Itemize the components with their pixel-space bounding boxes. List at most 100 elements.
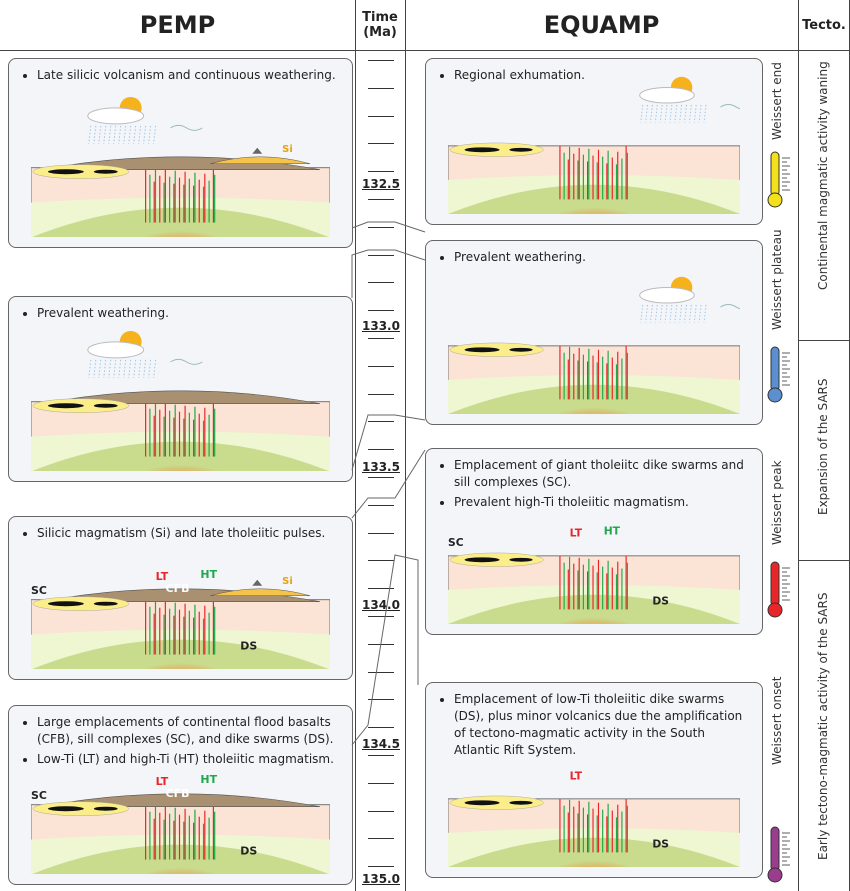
geologic-cross-section: LT DS	[447, 769, 741, 891]
rain	[684, 104, 687, 123]
rain	[98, 125, 102, 144]
bullet-list: Late silicic volcanism and continuous we…	[9, 67, 352, 84]
bullet-list: Prevalent weathering.	[426, 249, 762, 266]
time-tick	[368, 838, 394, 840]
geologic-cross-section	[447, 76, 752, 249]
equamp-header: EQUAMP	[405, 0, 798, 51]
sc-label: SC	[31, 583, 47, 596]
divider	[355, 0, 356, 891]
rain	[679, 104, 683, 123]
rain	[123, 125, 127, 144]
rain	[148, 125, 152, 144]
bullet: Large emplacements of continental flood …	[37, 714, 342, 748]
rain	[103, 359, 107, 378]
rain	[153, 359, 157, 378]
rain	[645, 304, 649, 323]
divider	[405, 0, 406, 891]
lt-label: LT	[156, 774, 169, 787]
cfb-label: CFB	[166, 786, 190, 799]
bullet-list: Large emplacements of continental flood …	[9, 714, 352, 768]
rain	[674, 104, 678, 123]
time-label: 135.0	[362, 872, 400, 886]
time-label: 132.5	[362, 177, 400, 191]
divider	[798, 560, 850, 561]
equamp-panel: Emplacement of low-Ti tholeiitic dike sw…	[425, 682, 763, 891]
thermometer-icon	[767, 151, 790, 208]
sill-lens	[464, 347, 500, 353]
rain	[649, 104, 653, 123]
bullet: Prevalent weathering.	[37, 305, 342, 322]
time-header: Time (Ma)	[355, 0, 405, 51]
rain	[669, 304, 673, 323]
cloud-icon	[87, 106, 145, 124]
time-tick	[368, 115, 394, 117]
rain	[108, 359, 112, 378]
thermometer-icon	[767, 561, 790, 618]
pemp-panel: Late silicic volcanism and continuous we…	[8, 58, 353, 272]
geologic-cross-section: SC LT HT CFB DS	[30, 772, 331, 891]
silicic-volcanics	[210, 156, 311, 164]
pemp-header: PEMP	[0, 0, 355, 51]
rain	[640, 104, 644, 123]
rain	[679, 304, 683, 323]
lt-label: LT	[570, 526, 583, 539]
time-tick	[368, 60, 394, 61]
rain	[688, 304, 692, 323]
time-tick	[368, 755, 394, 756]
time-tick	[368, 393, 394, 395]
time-tick	[368, 421, 394, 423]
weather-icon	[87, 330, 203, 378]
volcano-icon	[252, 147, 263, 154]
ht-label: HT	[200, 772, 217, 785]
time-label: 133.5	[362, 460, 400, 474]
time-tick	[368, 365, 394, 367]
time-tick	[368, 338, 394, 339]
sill-lens	[509, 800, 533, 805]
sill-lens	[464, 147, 500, 153]
pemp-panel: Prevalent weathering.	[8, 296, 353, 506]
time-tick	[368, 199, 394, 200]
rain	[93, 125, 97, 144]
rain	[703, 104, 707, 123]
bullet: Prevalent high-Ti tholeiitic magmatism.	[454, 494, 752, 511]
rain	[664, 104, 668, 123]
volcano-icon	[252, 579, 263, 586]
sill-lens	[93, 403, 118, 408]
sill-lens	[47, 168, 84, 174]
bullet: Late silicic volcanism and continuous we…	[37, 67, 342, 84]
bullet: Emplacement of giant tholeiitc dike swar…	[454, 457, 752, 491]
cloud-icon	[87, 340, 145, 358]
rain	[688, 104, 692, 123]
time-tick	[368, 616, 394, 617]
time-tick	[368, 671, 394, 673]
rain	[138, 125, 142, 144]
time-tick	[368, 532, 394, 534]
rain	[698, 304, 702, 323]
sill-lens	[47, 600, 84, 606]
rain	[659, 104, 663, 123]
time-tick	[368, 866, 394, 868]
divider	[798, 340, 850, 341]
bullet-list: Emplacement of giant tholeiitc dike swar…	[426, 457, 762, 511]
rain	[649, 304, 653, 323]
rain	[143, 359, 147, 378]
time-tick	[368, 226, 394, 228]
rain	[664, 304, 668, 323]
rain	[103, 125, 107, 144]
rain	[133, 359, 137, 378]
time-tick	[368, 477, 394, 478]
ds-label: DS	[240, 639, 257, 652]
ht-label: HT	[604, 524, 621, 537]
lt-label: LT	[156, 569, 169, 582]
weather-icon	[87, 96, 203, 144]
time-label: 133.0	[362, 319, 400, 333]
bullet: Regional exhumation.	[454, 67, 752, 84]
time-tick	[368, 143, 394, 145]
sill-lens	[509, 557, 533, 562]
ds-label: DS	[652, 838, 669, 851]
rain	[693, 104, 697, 123]
tecto-header: Tecto.	[798, 0, 850, 51]
rain	[118, 359, 122, 378]
